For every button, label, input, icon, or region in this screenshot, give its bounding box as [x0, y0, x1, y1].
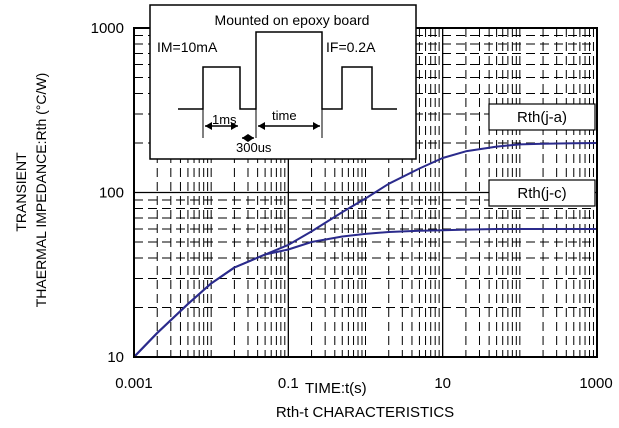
inset-if-label: IF=0.2A: [326, 39, 376, 55]
legend-rth-jc: Rth(j-c): [488, 179, 596, 207]
legend-rth-jc-text: Rth(j-c): [517, 185, 566, 202]
inset-time-label: time: [272, 108, 297, 123]
x-tick-label: 0.001: [115, 375, 153, 392]
chart-title: Rth-t CHARACTERISTICS: [276, 404, 454, 421]
inset-im-label: IM=10mA: [157, 39, 218, 55]
x-axis-label: TIME:t(s): [305, 380, 367, 397]
legend-rth-ja-text: Rth(j-a): [517, 109, 567, 126]
inset-pulse-diagram: Mounted on epoxy board IM=10mA IF=0.2A 1…: [149, 4, 417, 160]
y-tick-label: 1000: [91, 20, 124, 37]
legend-rth-ja: Rth(j-a): [488, 103, 596, 131]
y-axis-label-line2: THAERMAL IMPEDANCE:Rth (°C/W): [33, 73, 49, 308]
inset-pulse-label: 1ms: [212, 112, 237, 127]
x-tick-label: 0.1: [278, 375, 299, 392]
inset-waveform: [178, 31, 397, 110]
curves: [133, 142, 598, 358]
grid-lines: [134, 28, 597, 357]
y-tick-label: 100: [99, 185, 124, 202]
y-tick-label: 10: [107, 349, 124, 366]
inset-title: Mounted on epoxy board: [215, 12, 370, 28]
x-tick-label: 10: [434, 375, 451, 392]
curve-rth-jc: [133, 228, 597, 358]
tick-labels: 0.001 0.1 10 1000 10 100 1000: [91, 20, 613, 392]
y-axis-label-line1: TRANSIENT: [13, 152, 29, 232]
x-tick-label: 1000: [579, 375, 612, 392]
inset-period-label: 300us: [236, 140, 272, 155]
